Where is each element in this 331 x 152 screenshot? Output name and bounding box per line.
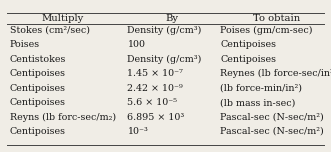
Text: Centipoises: Centipoises bbox=[10, 127, 66, 136]
Text: Centipoises: Centipoises bbox=[220, 55, 276, 64]
Text: Poises (gm/cm-sec): Poises (gm/cm-sec) bbox=[220, 26, 312, 35]
Text: Reyns (lb forc-sec/m₂): Reyns (lb forc-sec/m₂) bbox=[10, 112, 116, 122]
Text: Reynes (lb force-sec/in²): Reynes (lb force-sec/in²) bbox=[220, 69, 331, 78]
Text: Poises: Poises bbox=[10, 40, 40, 49]
Text: By: By bbox=[166, 14, 179, 23]
Text: 100: 100 bbox=[127, 40, 145, 49]
Text: Centipoises: Centipoises bbox=[10, 69, 66, 78]
Text: 2.42 × 10⁻⁹: 2.42 × 10⁻⁹ bbox=[127, 84, 183, 93]
Text: Density (g/cm³): Density (g/cm³) bbox=[127, 26, 202, 35]
Text: 5.6 × 10⁻⁵: 5.6 × 10⁻⁵ bbox=[127, 98, 177, 107]
Text: Centistokes: Centistokes bbox=[10, 55, 66, 64]
Text: Centipoises: Centipoises bbox=[10, 84, 66, 93]
Text: (lb force-min/in²): (lb force-min/in²) bbox=[220, 84, 302, 93]
Text: 10⁻³: 10⁻³ bbox=[127, 127, 148, 136]
Text: 6.895 × 10³: 6.895 × 10³ bbox=[127, 112, 185, 122]
Text: Centipoises: Centipoises bbox=[220, 40, 276, 49]
Text: To obtain: To obtain bbox=[253, 14, 300, 23]
Text: Pascal-sec (N-sec/m²): Pascal-sec (N-sec/m²) bbox=[220, 112, 324, 122]
Text: (lb mass in-sec): (lb mass in-sec) bbox=[220, 98, 296, 107]
Text: 1.45 × 10⁻⁷: 1.45 × 10⁻⁷ bbox=[127, 69, 183, 78]
Text: Density (g/cm³): Density (g/cm³) bbox=[127, 55, 202, 64]
Text: Stokes (cm²/sec): Stokes (cm²/sec) bbox=[10, 26, 90, 35]
Text: Pascal-sec (N-sec/m²): Pascal-sec (N-sec/m²) bbox=[220, 127, 324, 136]
Text: Multiply: Multiply bbox=[42, 14, 84, 23]
Text: Centipoises: Centipoises bbox=[10, 98, 66, 107]
